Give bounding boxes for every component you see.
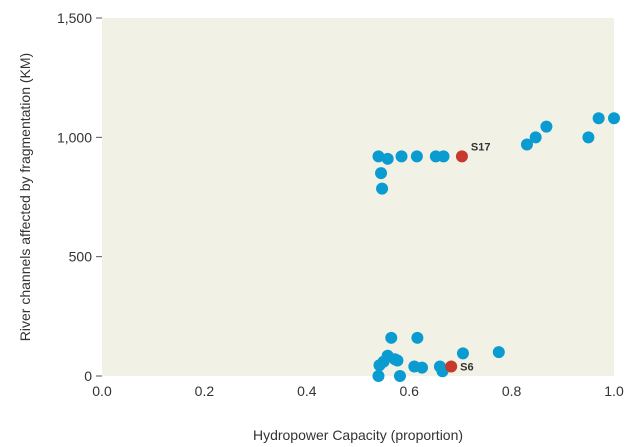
data-point bbox=[395, 150, 408, 163]
x-axis-title: Hydropower Capacity (proportion) bbox=[253, 427, 463, 443]
data-point bbox=[372, 150, 385, 163]
x-tick-label: 0.0 bbox=[92, 383, 112, 399]
data-point bbox=[608, 112, 620, 125]
x-tick-label: 1.0 bbox=[604, 383, 624, 399]
data-point bbox=[372, 370, 385, 382]
data-point bbox=[416, 361, 428, 374]
x-tick-label: 0.8 bbox=[502, 383, 522, 399]
point-label: S6 bbox=[460, 361, 473, 373]
data-point bbox=[529, 131, 542, 144]
data-point bbox=[592, 112, 605, 125]
highlighted-point bbox=[445, 360, 458, 373]
y-tick-label: 500 bbox=[69, 249, 93, 265]
point-label: S17 bbox=[471, 141, 491, 153]
x-axis: 0.0 0.2 0.4 0.6 0.8 1.0 bbox=[92, 383, 624, 399]
data-point bbox=[376, 182, 389, 195]
data-point bbox=[375, 167, 388, 180]
y-axis: 0 500 1,000 1,500 bbox=[57, 10, 102, 384]
data-point bbox=[391, 354, 404, 367]
annotations: S17 S6 bbox=[460, 141, 490, 373]
x-tick-label: 0.4 bbox=[297, 383, 317, 399]
y-tick-label: 1,500 bbox=[57, 10, 92, 26]
y-tick-label: 1,000 bbox=[57, 129, 92, 145]
data-point bbox=[582, 131, 595, 144]
plot-area bbox=[102, 18, 614, 376]
highlighted-point bbox=[455, 150, 468, 163]
x-tick-label: 0.6 bbox=[399, 383, 419, 399]
y-axis-title: River channels affected by fragmentation… bbox=[17, 53, 33, 341]
x-tick-label: 0.2 bbox=[195, 383, 215, 399]
data-point bbox=[520, 138, 533, 151]
data-point bbox=[411, 331, 424, 344]
data-point bbox=[456, 347, 469, 360]
data-point bbox=[385, 331, 398, 344]
data-point bbox=[393, 370, 406, 382]
data-point bbox=[381, 152, 394, 165]
data-point bbox=[492, 346, 505, 359]
data-point bbox=[410, 150, 423, 163]
y-tick-label: 0 bbox=[84, 368, 92, 384]
data-points bbox=[372, 112, 620, 382]
data-point bbox=[540, 120, 553, 133]
data-point bbox=[437, 150, 450, 163]
